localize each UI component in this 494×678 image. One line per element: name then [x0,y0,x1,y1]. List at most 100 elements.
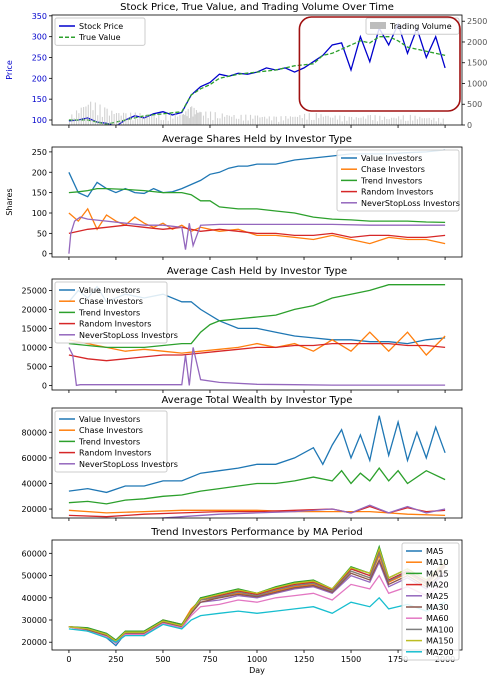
volume-bar [226,114,228,125]
legend-legend-label: MA25 [426,592,449,601]
series-line-trend-investors [68,187,446,224]
series-line-ma150 [68,546,446,642]
legend-left-legend-label: Stock Price [79,22,123,31]
volume-bar [132,120,134,125]
volume-bar [125,113,127,125]
legend-legend-frame [54,410,168,473]
legend-legend-label: Random Investors [361,188,433,197]
volume-bar [249,114,252,125]
volume-bar [355,117,357,125]
volume-bar [419,116,421,125]
volume-bar [189,107,192,125]
legend-legend-label: Trend Investors [78,308,140,317]
volume-bar [198,112,200,125]
y2-tick-label: 0 [467,121,472,130]
highlight-box [298,16,461,112]
volume-bar [179,114,181,125]
volume-bar [334,115,336,125]
volume-bar [386,118,388,125]
volume-bar [280,116,282,125]
legend-legend-label: MA20 [426,581,449,590]
volume-bar [301,118,303,125]
chart-panel-2: Average Shares Held by Investor Type 0 50 1… [5,134,463,260]
plot-area [68,22,446,125]
volume-bar [170,113,172,125]
volume-bar [257,115,259,125]
volume-bar [238,118,240,125]
volume-bar [97,115,99,125]
volume-bar [327,115,329,125]
legend-legend-label: MA10 [426,558,449,567]
volume-bar [94,102,96,125]
volume-bar [158,114,160,125]
volume-bar [426,118,428,125]
y-tick-label: 50000 [22,572,47,581]
volume-bar [118,113,120,125]
volume-bar [106,108,108,125]
volume-bar [428,117,430,125]
series-line-ma200 [68,596,446,643]
y-tick-label: 5000 [27,362,47,371]
volume-bar [369,114,371,125]
legend-legend-frame [336,149,460,212]
legend-legend-label: Random Investors [79,449,151,458]
volume-bar [233,115,235,125]
volume-bar [92,110,94,125]
plot-area [68,544,446,647]
y-tick-label: 200 [32,74,47,83]
volume-bar [185,111,187,125]
y-tick-label: 40000 [22,479,47,488]
volume-bar [405,120,407,125]
volume-bar [306,119,308,125]
volume-bar [402,115,404,125]
chart-title: Average Shares Held by Investor Type [162,134,352,145]
y-tick-label: 25000 [22,286,47,295]
volume-bar [423,118,426,125]
volume-bar [245,114,247,125]
volume-bar [315,113,317,125]
legend-legend-label: NeverStopLoss Investors [361,199,460,208]
legend-legend-label: Chase Investors [79,297,143,306]
volume-bar [282,120,284,125]
volume-bar [148,115,150,125]
volume-bar [111,110,113,125]
x-tick-label: 1250 [294,655,314,664]
volume-bar [186,116,188,125]
volume-bar [90,101,92,125]
volume-bar [398,116,400,125]
legend-legend-label: Random Investors [79,320,151,329]
volume-bar [278,121,280,125]
volume-bar [325,115,327,125]
legend-left-legend-frame [54,17,146,46]
volume-bar [174,114,176,125]
y-tick-label: 200 [32,168,47,177]
volume-bar [388,119,390,125]
chart-panel-4: Average Total Wealth by Investor Type 200… [22,395,463,521]
volume-bar [400,119,402,125]
series-line-random-investors [68,505,446,518]
y-tick-label: 150 [32,189,47,198]
volume-bar [287,118,289,125]
volume-bar [358,117,360,125]
volume-bar [438,118,440,125]
volume-bar [430,119,433,125]
volume-bar [376,121,378,125]
volume-bar [299,115,301,125]
x-axis-label: Day [249,666,265,675]
legend-legend-label: MA150 [426,637,454,646]
volume-bar [85,106,87,125]
y-tick-label: 250 [32,54,47,63]
volume-bar [292,116,294,125]
legend-legend-label: Value Investors [79,286,140,295]
series-line-trend-investors [68,467,446,505]
volume-bar [73,118,75,125]
series-line-neverstoploss-investors [153,504,446,518]
series-line-chase-investors [68,509,446,517]
volume-bar [242,120,244,125]
volume-bar [205,111,207,125]
y-tick-label: 40000 [22,594,47,603]
y-axis-label: Shares [5,188,14,215]
volume-bar [308,113,310,125]
chart-title: Trend Investors Performance by MA Period [150,527,362,538]
